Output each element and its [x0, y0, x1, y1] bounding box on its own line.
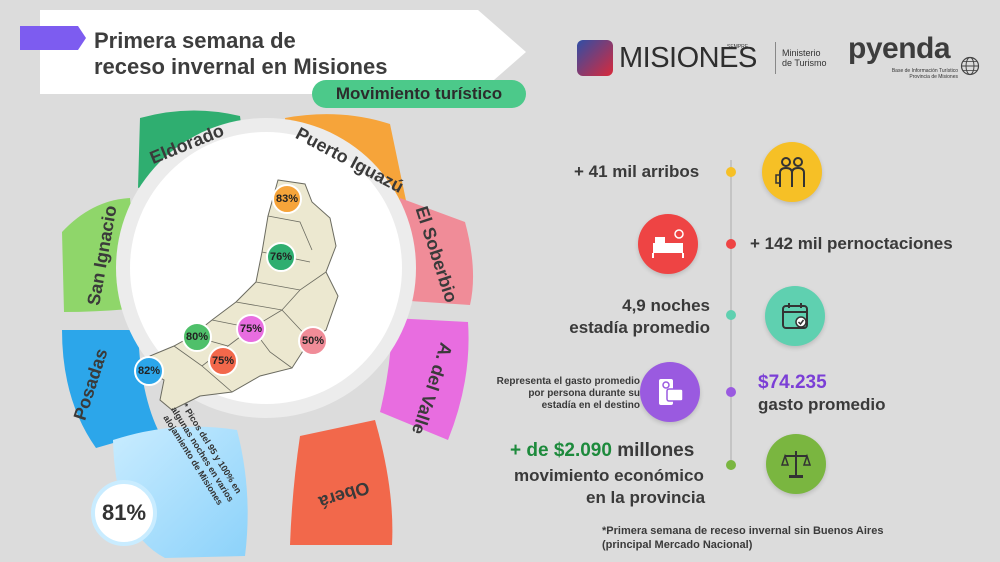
stat-gasto-value: $74.235	[758, 372, 827, 393]
page-title: Primera semana de receso invernal en Mis…	[94, 28, 388, 79]
stat-movimiento-label: movimiento económico	[514, 466, 704, 485]
timeline-dot	[726, 167, 736, 177]
stat-noches-value: 4,9 noches	[622, 296, 710, 315]
segment-valle	[380, 318, 469, 440]
subtitle-pill: Movimiento turístico	[312, 80, 526, 108]
timeline-dot	[726, 310, 736, 320]
misiones-logo: MISIONES SEMPRE Ministerio de Turismo	[577, 38, 827, 78]
misiones-emblem-icon	[577, 40, 613, 76]
misiones-map	[145, 179, 339, 411]
pct-badge-posadas: 82%	[134, 356, 164, 386]
stat-arribos: + 41 mil arribos	[574, 162, 700, 181]
pct-badge-valle: 75%	[236, 314, 266, 344]
timeline-dot	[726, 460, 736, 470]
segment-san-ignacio	[62, 198, 140, 312]
pct-badge-obera: 75%	[208, 346, 238, 376]
title-banner: Primera semana de receso invernal en Mis…	[0, 8, 528, 94]
pct-badge-soberbio: 50%	[298, 326, 328, 356]
overall-occupancy: 81%	[91, 480, 157, 546]
pct-badge-iguazu: 83%	[272, 184, 302, 214]
globe-icon	[960, 56, 980, 76]
segment-obera	[290, 420, 393, 545]
calendar-icon	[765, 286, 825, 346]
bed-icon	[638, 214, 698, 274]
stat-movimiento-label2: en la provincia	[586, 488, 706, 507]
pct-badge-san-ignacio: 80%	[182, 322, 212, 352]
footnote: *Primera semana de receso invernal sin B…	[602, 525, 884, 551]
stat-movimiento-value: + de $2.090 millones	[510, 440, 695, 461]
stat-gasto-label: gasto promedio	[758, 395, 886, 414]
stat-gasto-description: Representa el gasto promedio por persona…	[496, 376, 640, 411]
travelers-icon	[762, 142, 822, 202]
stat-pernoctaciones: + 142 mil pernoctaciones	[750, 234, 953, 253]
timeline-dot	[726, 239, 736, 249]
pyenda-logo: pyenda Base de Información Turístico Pro…	[848, 32, 988, 82]
scale-icon	[766, 434, 826, 494]
segment-soberbio	[395, 198, 474, 305]
pct-badge-eldorado: 76%	[266, 242, 296, 272]
stat-noches-label: estadía promedio	[569, 318, 710, 337]
segment-posadas	[62, 330, 158, 448]
timeline-dot	[726, 387, 736, 397]
wallet-phone-icon	[640, 362, 700, 422]
